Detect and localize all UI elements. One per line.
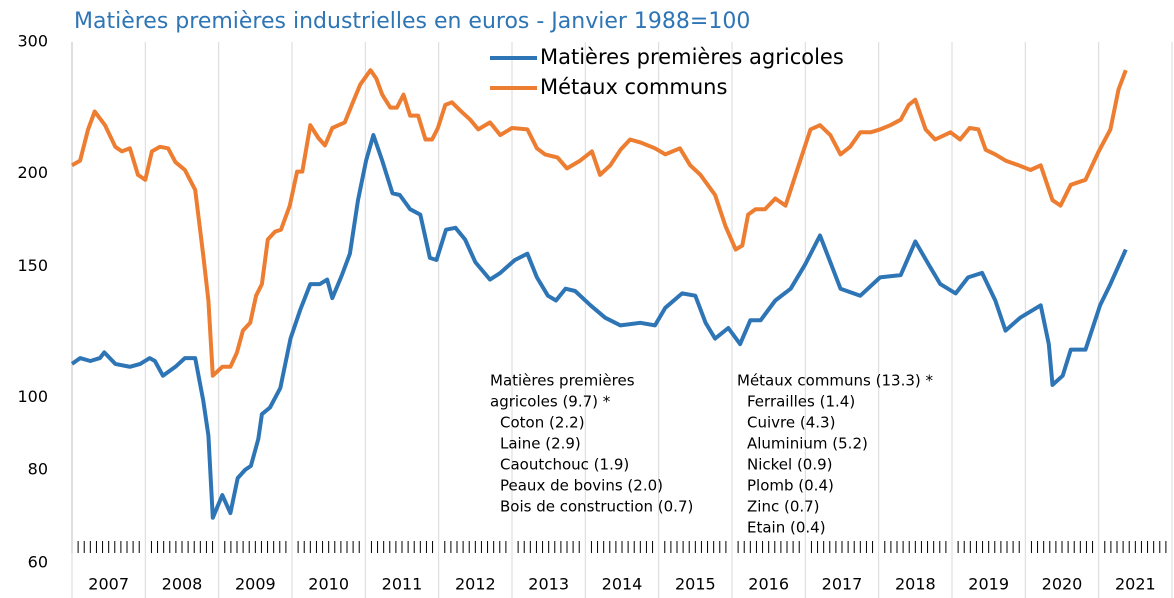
annotation: Laine (2.9) bbox=[500, 435, 581, 453]
annotation: Ferrailles (1.4) bbox=[747, 393, 855, 411]
x-tick-label: 2019 bbox=[968, 575, 1009, 594]
annotation: Coton (2.2) bbox=[500, 414, 585, 432]
x-tick-label: 2015 bbox=[675, 575, 716, 594]
x-tick-label: 2016 bbox=[748, 575, 789, 594]
annotation: Nickel (0.9) bbox=[747, 456, 833, 474]
x-tick-label: 2007 bbox=[88, 575, 129, 594]
annotation: Zinc (0.7) bbox=[747, 498, 820, 516]
y-tick-label: 100 bbox=[17, 387, 48, 406]
y-tick-label: 300 bbox=[17, 32, 48, 51]
x-tick-label: 2012 bbox=[455, 575, 496, 594]
y-tick-label: 60 bbox=[28, 553, 48, 572]
legend-label: Matières premières agricoles bbox=[540, 45, 844, 69]
annotation: Peaux de bovins (2.0) bbox=[500, 477, 663, 495]
legend-label: Métaux communs bbox=[540, 75, 727, 99]
annotation: Caoutchouc (1.9) bbox=[500, 456, 629, 474]
x-tick-label: 2010 bbox=[308, 575, 349, 594]
annotation: Aluminium (5.2) bbox=[747, 435, 868, 453]
x-tick-label: 2008 bbox=[162, 575, 203, 594]
y-tick-label: 200 bbox=[17, 163, 48, 182]
x-tick-label: 2021 bbox=[1115, 575, 1156, 594]
line-series bbox=[70, 68, 1128, 378]
annotation: Bois de construction (0.7) bbox=[500, 498, 693, 516]
chart-title: Matières premières industrielles en euro… bbox=[74, 9, 750, 34]
line-series bbox=[70, 133, 1128, 520]
x-tick-label: 2020 bbox=[1042, 575, 1083, 594]
x-tick-label: 2013 bbox=[528, 575, 569, 594]
y-tick-label: 150 bbox=[17, 256, 48, 275]
annotation: Etain (0.4) bbox=[747, 519, 826, 537]
x-tick-label: 2009 bbox=[235, 575, 276, 594]
annotation: Métaux communs (13.3) * bbox=[737, 372, 934, 390]
x-tick-label: 2017 bbox=[822, 575, 863, 594]
annotation: Matières premières bbox=[490, 372, 635, 390]
y-tick-label: 80 bbox=[28, 459, 48, 478]
annotation: agricoles (9.7) * bbox=[490, 393, 611, 411]
x-tick-label: 2011 bbox=[382, 575, 423, 594]
x-tick-label: 2014 bbox=[602, 575, 643, 594]
annotation: Cuivre (4.3) bbox=[747, 414, 835, 432]
x-tick-label: 2018 bbox=[895, 575, 936, 594]
annotation: Plomb (0.4) bbox=[747, 477, 834, 495]
